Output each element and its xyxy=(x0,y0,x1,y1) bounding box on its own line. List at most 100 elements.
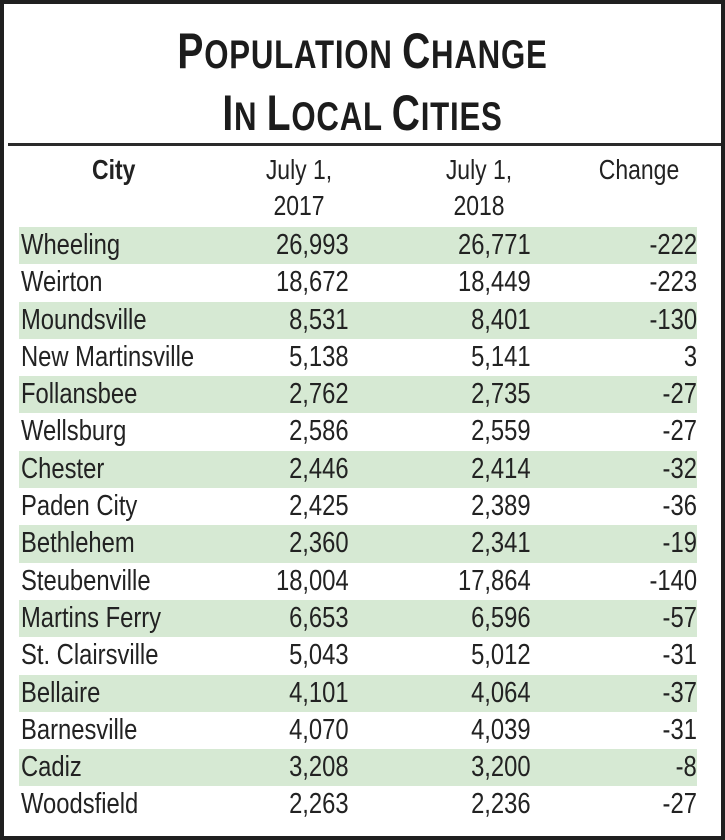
cell-2017: 8,531 xyxy=(189,302,349,339)
table-row: Paden City 2,425 2,389 -36 xyxy=(19,488,697,525)
cell-change: -37 xyxy=(539,675,697,712)
table-row: Weirton 18,672 18,449 -223 xyxy=(19,264,697,301)
header-2018: July 1, 2018 xyxy=(434,152,524,224)
cell-2017: 2,586 xyxy=(189,413,349,450)
cell-2017: 26,993 xyxy=(189,227,349,264)
cell-city-text: Martins Ferry xyxy=(21,601,162,634)
cell-2017-text: 2,446 xyxy=(289,452,349,485)
cell-change: -31 xyxy=(539,712,697,749)
cell-change: -222 xyxy=(539,227,697,264)
cell-2017-text: 8,531 xyxy=(289,303,349,336)
cell-2017-text: 18,672 xyxy=(276,266,349,299)
table-row: Steubenville 18,004 17,864 -140 xyxy=(19,563,697,600)
cell-change: 3 xyxy=(539,339,697,376)
cell-change: -130 xyxy=(539,302,697,339)
cell-change-text: -57 xyxy=(662,601,697,634)
header-2017-line2: 2017 xyxy=(273,190,325,221)
cell-change: -57 xyxy=(539,600,697,637)
cell-2018-text: 4,064 xyxy=(471,676,531,709)
cell-change-text: -223 xyxy=(649,266,697,299)
cell-2017: 2,446 xyxy=(189,451,349,488)
cell-2018-text: 3,200 xyxy=(471,751,531,784)
cell-2017-text: 2,586 xyxy=(289,415,349,448)
cell-2017-text: 5,043 xyxy=(289,639,349,672)
cell-2018-text: 2,735 xyxy=(471,378,531,411)
cell-2018: 6,596 xyxy=(369,600,531,637)
header-2018-line1: July 1, xyxy=(445,154,513,185)
table-row: Chester 2,446 2,414 -32 xyxy=(19,450,697,489)
table-row: Barnesville 4,070 4,039 -31 xyxy=(19,712,697,749)
cell-2017: 3,208 xyxy=(189,749,349,786)
cell-2018-text: 2,389 xyxy=(471,490,531,523)
cell-2018: 2,414 xyxy=(369,451,531,488)
cell-city: Cadiz xyxy=(21,749,95,786)
cell-2018: 2,735 xyxy=(369,376,531,413)
cell-city: Wheeling xyxy=(21,227,142,264)
cell-city: Chester xyxy=(21,451,123,488)
cell-2018: 26,771 xyxy=(369,227,531,264)
cell-change-text: -140 xyxy=(649,564,697,597)
cell-city: Follansbee xyxy=(21,376,163,413)
cell-change: -223 xyxy=(539,264,697,301)
table-row: Bethlehem 2,360 2,341 -19 xyxy=(19,525,697,563)
cell-change: -140 xyxy=(539,563,697,600)
cell-city: Bellaire xyxy=(21,675,118,712)
cell-city-text: Wheeling xyxy=(21,229,121,261)
cell-2017: 5,138 xyxy=(189,339,349,376)
table-body: Wheeling 26,993 26,771 -222 Weirton 18,672 18,… xyxy=(19,227,697,824)
cell-city-text: Wellsburg xyxy=(21,415,127,448)
cell-city-text: Paden City xyxy=(21,490,138,523)
cell-change: -8 xyxy=(539,749,697,786)
cell-2017-text: 2,263 xyxy=(289,788,349,821)
cell-2018-text: 18,449 xyxy=(458,266,531,299)
cell-change: -36 xyxy=(539,488,697,525)
cell-2017: 2,425 xyxy=(189,488,349,525)
cell-2017: 2,360 xyxy=(189,525,349,562)
cell-city: Bethlehem xyxy=(21,525,160,562)
cell-city-text: Chester xyxy=(21,452,105,485)
cell-2017-text: 4,101 xyxy=(289,676,349,709)
cell-2018-text: 26,771 xyxy=(458,229,531,261)
header-city: City xyxy=(92,154,136,185)
cell-2017-text: 5,138 xyxy=(289,340,349,373)
cell-city-text: Bethlehem xyxy=(21,527,135,560)
cell-2017-text: 2,762 xyxy=(289,378,349,411)
cell-city: Barnesville xyxy=(21,712,163,749)
cell-city: Woodsfield xyxy=(21,786,164,823)
table-row: Bellaire 4,101 4,064 -37 xyxy=(19,674,697,712)
cell-city: Paden City xyxy=(21,488,163,525)
table-row: Woodsfield 2,263 2,236 -27 xyxy=(19,786,697,823)
cell-2017-text: 4,070 xyxy=(289,713,349,746)
cell-city-text: St. Clairsville xyxy=(21,639,159,672)
cell-2018-text: 4,039 xyxy=(471,713,531,746)
cell-change-text: -27 xyxy=(662,788,697,821)
cell-change-text: -37 xyxy=(662,676,697,709)
cell-2017-text: 3,208 xyxy=(289,751,349,784)
title-divider xyxy=(8,143,721,146)
cell-change: -27 xyxy=(539,786,697,823)
cell-2018-text: 2,236 xyxy=(471,788,531,821)
cell-2017-text: 6,653 xyxy=(289,601,349,634)
cell-city: New Martinsville xyxy=(21,339,232,376)
cell-city: Martins Ferry xyxy=(21,600,192,637)
cell-change: -31 xyxy=(539,637,697,674)
cell-city-text: New Martinsville xyxy=(21,340,195,373)
cell-2018-text: 5,141 xyxy=(471,340,531,373)
cell-2018: 5,141 xyxy=(369,339,531,376)
cell-city: Moundsville xyxy=(21,302,174,339)
cell-2017-text: 18,004 xyxy=(276,564,349,597)
cell-2017: 6,653 xyxy=(189,600,349,637)
cell-2018: 3,200 xyxy=(369,749,531,786)
cell-change-text: -27 xyxy=(662,378,697,411)
cell-2017: 18,004 xyxy=(189,563,349,600)
cell-2017: 18,672 xyxy=(189,264,349,301)
table-row: Cadiz 3,208 3,200 -8 xyxy=(19,749,697,787)
table-row: Wheeling 26,993 26,771 -222 xyxy=(19,227,697,265)
cell-city: St. Clairsville xyxy=(21,637,189,674)
cell-2018-text: 17,864 xyxy=(458,564,531,597)
table-row: Wellsburg 2,586 2,559 -27 xyxy=(19,413,697,450)
cell-2018: 2,389 xyxy=(369,488,531,525)
cell-change-text: -27 xyxy=(662,415,697,448)
cell-change-text: -19 xyxy=(662,527,697,560)
cell-2018: 4,064 xyxy=(369,675,531,712)
